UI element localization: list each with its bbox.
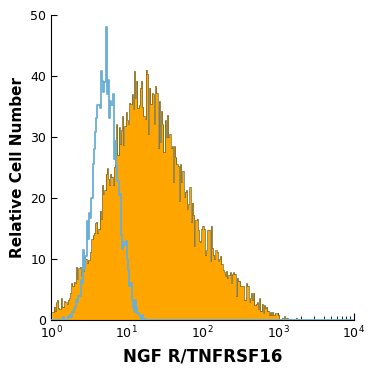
X-axis label: NGF R/TNFRSF16: NGF R/TNFRSF16 — [123, 347, 282, 365]
Y-axis label: Relative Cell Number: Relative Cell Number — [10, 77, 25, 258]
